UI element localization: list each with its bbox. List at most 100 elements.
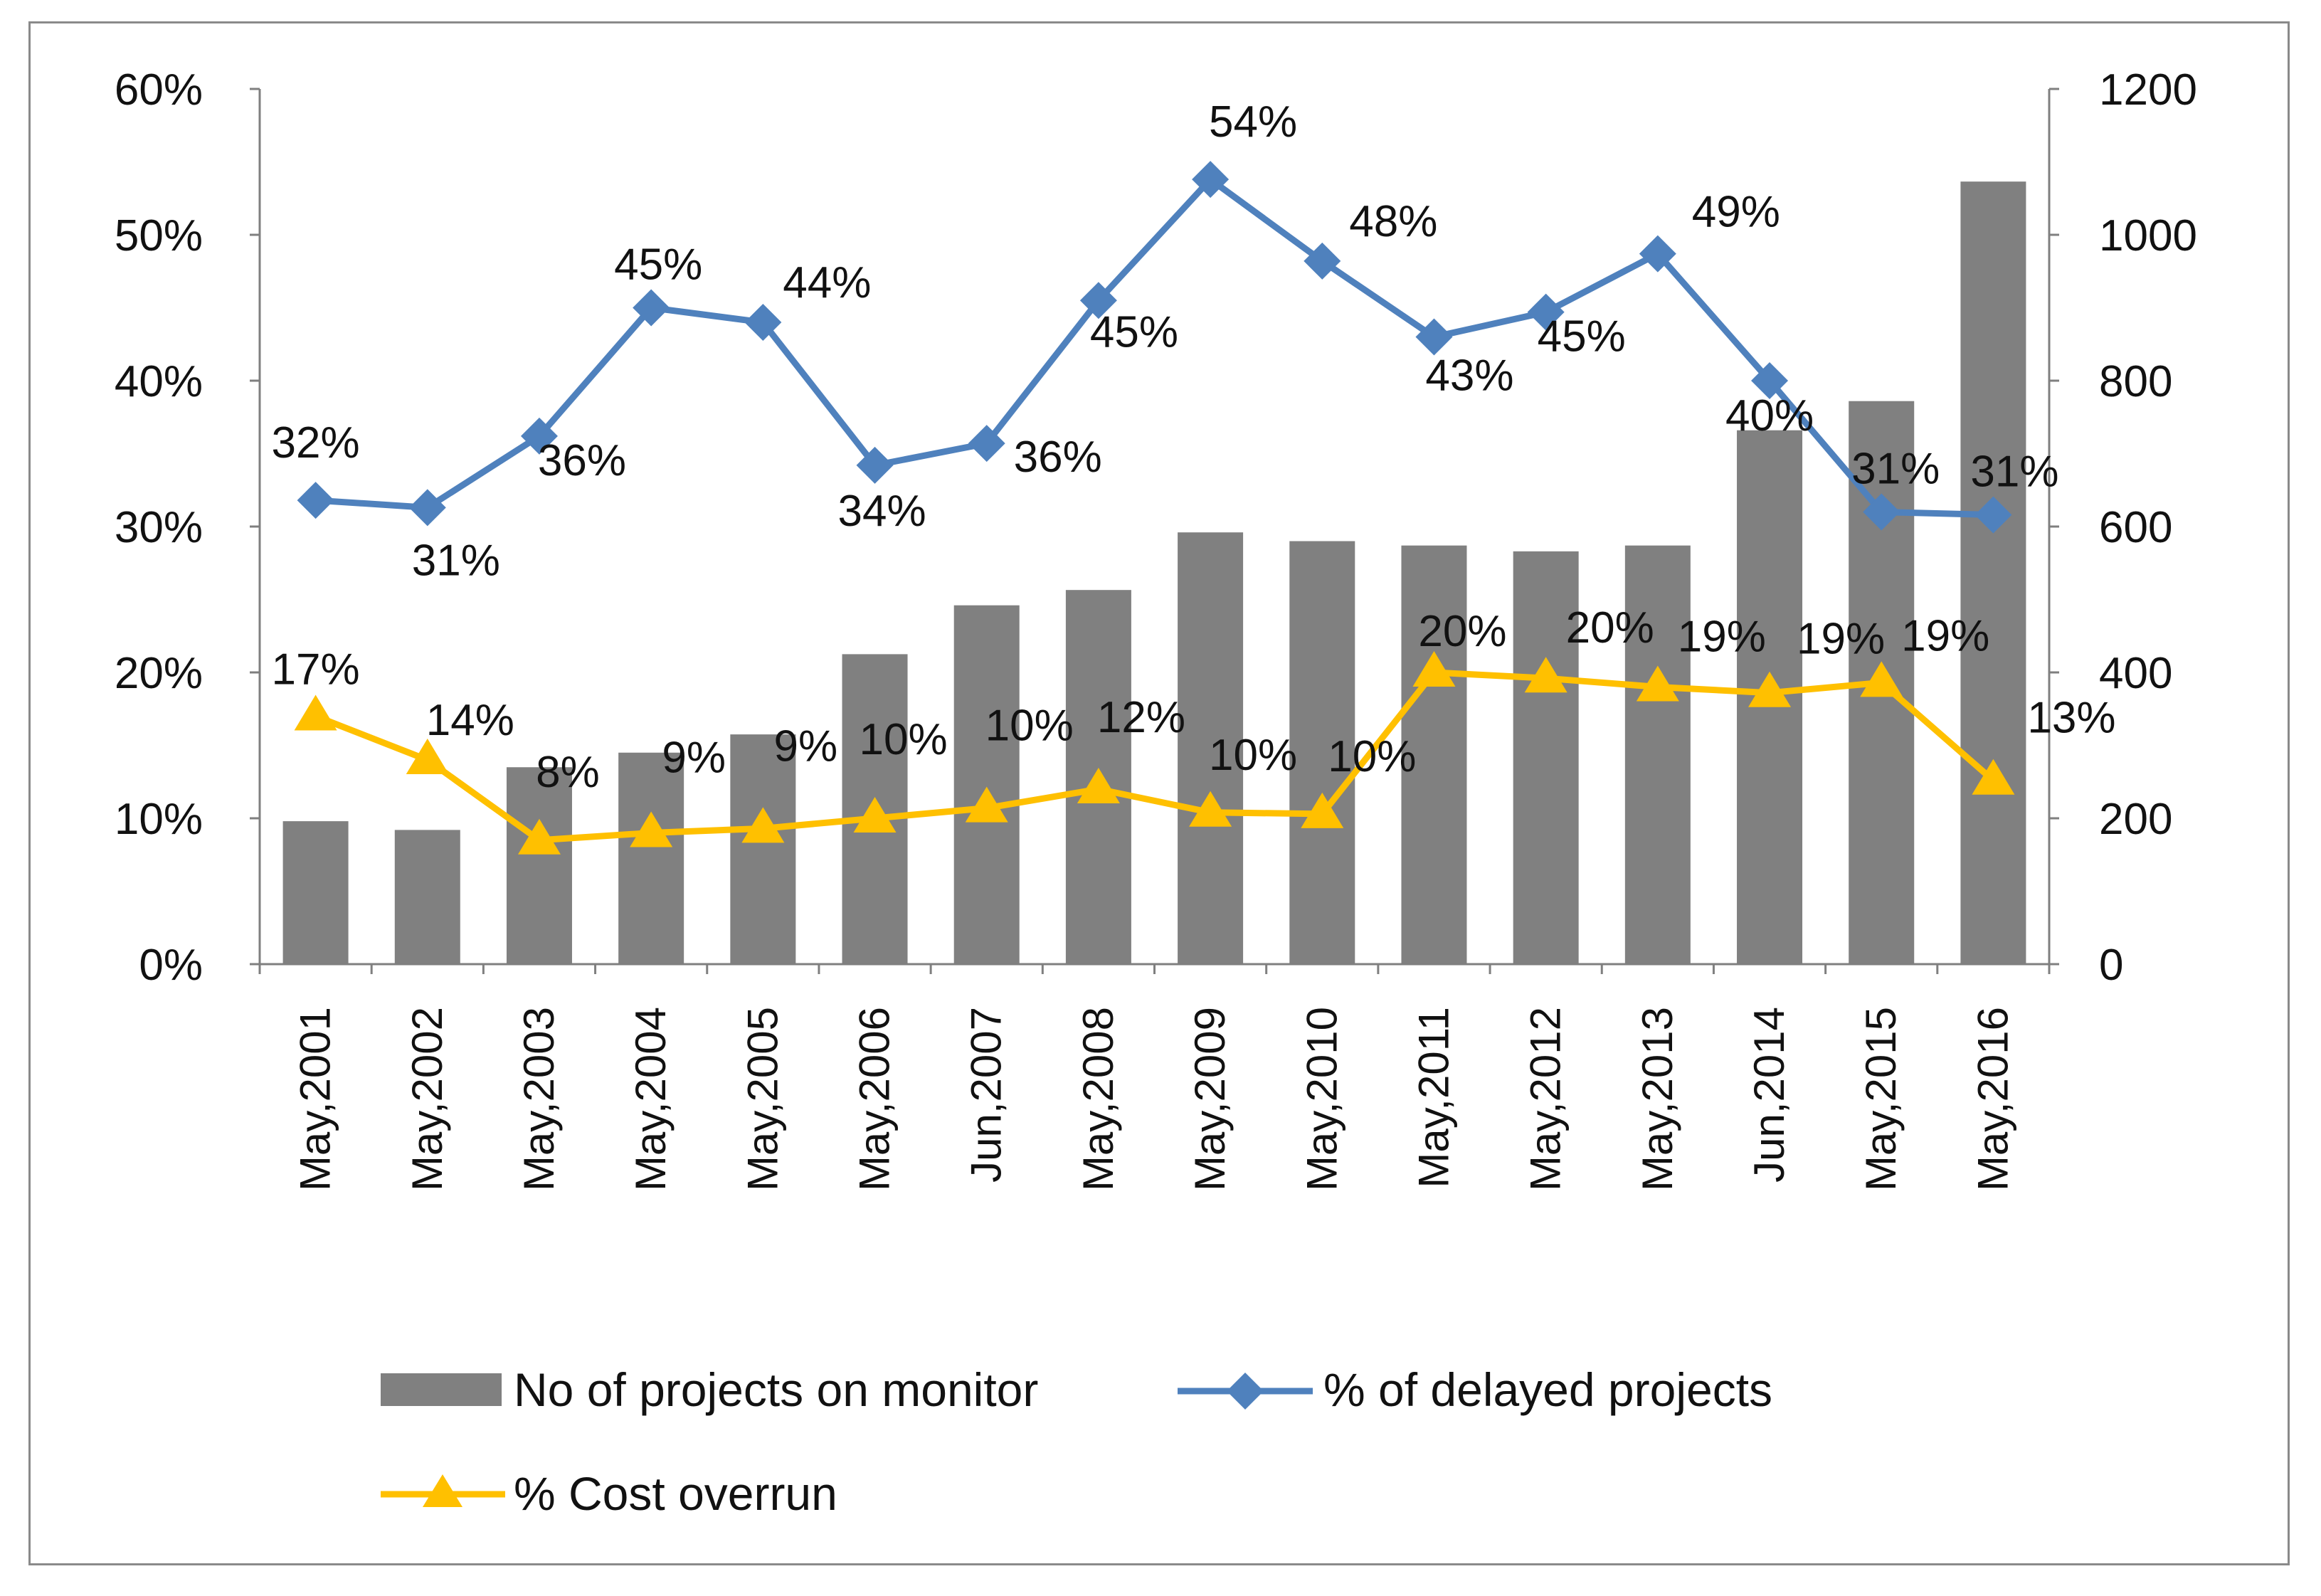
- point-cost-7: [1077, 768, 1120, 803]
- bar-projects-10: [1401, 545, 1467, 964]
- series-line-2: [314, 669, 1996, 844]
- label-delayed-10: 43%: [1425, 352, 1513, 401]
- point-cost-0: [294, 694, 337, 731]
- left-tick-label-5: 50%: [115, 211, 203, 260]
- label-delayed-5: 34%: [837, 487, 926, 536]
- label-delayed-0: 32%: [272, 418, 360, 467]
- point-delayed-9: [1304, 242, 1341, 280]
- x-tick-label-8: May,2009: [1186, 1007, 1234, 1191]
- point-cost-3: [630, 811, 673, 847]
- label-delayed-3: 45%: [614, 241, 702, 290]
- left-tick-label-4: 40%: [115, 357, 203, 406]
- point-delayed-13: [1751, 362, 1789, 399]
- label-delayed-13: 40%: [1725, 391, 1814, 440]
- label-cost-0: 17%: [272, 645, 360, 694]
- label-cost-6: 10%: [985, 702, 1074, 751]
- bar-projects-15: [1960, 181, 2026, 964]
- point-delayed-10: [1415, 318, 1453, 356]
- label-delayed-2: 36%: [538, 436, 626, 485]
- point-cost-6: [965, 786, 1008, 823]
- point-delayed-8: [1192, 161, 1230, 199]
- bar-projects-4: [730, 734, 796, 964]
- bar-projects-9: [1289, 541, 1355, 964]
- x-tick-label-4: May,2005: [739, 1007, 786, 1191]
- label-cost-8: 10%: [1209, 731, 1297, 780]
- bar-projects-3: [618, 752, 684, 964]
- point-cost-12: [1636, 665, 1679, 702]
- left-tick-label-6: 60%: [115, 65, 203, 115]
- label-cost-5: 10%: [859, 715, 947, 764]
- label-delayed-15: 31%: [1970, 448, 2058, 497]
- x-tick-label-1: May,2002: [403, 1007, 451, 1191]
- x-tick-label-11: May,2012: [1522, 1007, 1570, 1191]
- label-delayed-9: 48%: [1349, 197, 1437, 246]
- point-delayed-7: [1079, 282, 1117, 319]
- legend-swatch-projects: [381, 1373, 502, 1406]
- point-delayed-4: [744, 304, 782, 341]
- right-tick-label-3: 600: [2099, 503, 2172, 552]
- left-tick-label-3: 30%: [115, 503, 203, 552]
- point-cost-2: [517, 818, 561, 855]
- label-cost-1: 14%: [426, 696, 514, 745]
- point-delayed-15: [1974, 496, 2012, 534]
- point-delayed-2: [520, 417, 558, 455]
- x-tick-label-2: May,2003: [515, 1007, 563, 1191]
- point-delayed-11: [1527, 293, 1565, 331]
- point-delayed-0: [297, 482, 334, 519]
- label-delayed-14: 31%: [1851, 445, 1940, 494]
- bar-projects-2: [506, 767, 572, 964]
- point-delayed-12: [1639, 235, 1676, 273]
- point-cost-8: [1189, 791, 1232, 827]
- right-tick-label-2: 400: [2099, 649, 2172, 698]
- label-cost-2: 8%: [536, 748, 600, 797]
- bar-projects-6: [953, 605, 1020, 964]
- point-cost-11: [1524, 657, 1567, 693]
- left-tick-label-2: 20%: [115, 649, 203, 698]
- label-cost-14: 19%: [1901, 611, 1989, 660]
- point-delayed-1: [408, 489, 446, 527]
- right-tick-label-0: 0: [2099, 941, 2123, 990]
- label-delayed-8: 54%: [1209, 97, 1297, 147]
- label-cost-11: 20%: [1566, 603, 1654, 652]
- bar-projects-12: [1624, 545, 1691, 964]
- bar-projects-1: [394, 830, 460, 964]
- right-tick-label-6: 1200: [2099, 65, 2197, 115]
- x-tick-label-3: May,2004: [627, 1007, 675, 1191]
- point-delayed-6: [968, 425, 1005, 463]
- point-cost-9: [1301, 792, 1344, 828]
- label-cost-10: 20%: [1418, 607, 1506, 656]
- point-cost-1: [406, 739, 449, 774]
- label-cost-9: 10%: [1328, 732, 1416, 781]
- point-cost-15: [1972, 759, 2015, 795]
- x-tick-label-5: May,2006: [851, 1007, 899, 1191]
- label-delayed-11: 45%: [1538, 312, 1626, 361]
- x-tick-label-13: Jun,2014: [1745, 1007, 1793, 1183]
- label-cost-4: 9%: [774, 722, 838, 771]
- legend-label-cost: % Cost overrun: [514, 1467, 837, 1520]
- label-delayed-6: 36%: [1014, 433, 1102, 482]
- label-cost-3: 9%: [662, 734, 726, 783]
- x-tick-label-12: May,2013: [1634, 1007, 1681, 1191]
- x-tick-label-15: May,2016: [1969, 1007, 2016, 1191]
- x-tick-label-7: May,2008: [1074, 1007, 1122, 1191]
- label-cost-12: 19%: [1678, 613, 1766, 662]
- bar-projects-0: [282, 821, 349, 964]
- label-cost-15: 13%: [2027, 694, 2115, 743]
- point-cost-14: [1860, 661, 1903, 697]
- x-tick-label-9: May,2010: [1298, 1007, 1345, 1191]
- axes-layer: 0% 10% 20% 30% 40% 50% 60% 0 200 400 600 800 1000 120…: [115, 65, 2197, 1191]
- legend-label-delayed: % of delayed projects: [1323, 1363, 1772, 1416]
- label-delayed-1: 31%: [412, 536, 500, 585]
- label-cost-7: 12%: [1097, 693, 1185, 742]
- x-tick-label-0: May,2001: [292, 1007, 339, 1191]
- x-tick-label-14: May,2015: [1857, 1007, 1905, 1191]
- legend-label-projects: No of projects on monitor: [514, 1363, 1038, 1416]
- point-cost-10: [1412, 651, 1456, 687]
- left-tick-label-0: 0%: [139, 941, 203, 990]
- point-delayed-5: [856, 446, 894, 484]
- right-tick-label-4: 800: [2099, 357, 2172, 406]
- point-delayed-14: [1863, 493, 1900, 531]
- point-cost-4: [741, 807, 785, 843]
- right-tick-label-5: 1000: [2099, 211, 2197, 260]
